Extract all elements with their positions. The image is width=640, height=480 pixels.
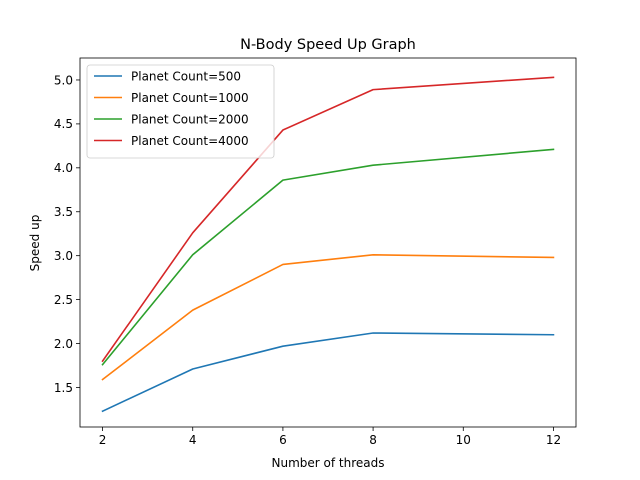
chart-title: N-Body Speed Up Graph: [240, 37, 416, 53]
x-axis-label: Number of threads: [272, 456, 385, 470]
series-line-3: [101, 148, 555, 366]
y-tick-label: 4.5: [54, 117, 73, 131]
x-tick-label: 4: [189, 433, 197, 447]
y-tick-label: 2.0: [54, 337, 73, 351]
x-tick-label: 6: [279, 433, 287, 447]
y-tick-label: 3.5: [54, 205, 73, 219]
x-tick-label: 10: [456, 433, 471, 447]
y-tick-label: 3.0: [54, 249, 73, 263]
y-tick-label: 5.0: [54, 73, 73, 87]
y-tick-label: 1.5: [54, 381, 73, 395]
series-line-2: [101, 254, 555, 381]
plot-area: 2 4 6 8 10 12 1.5 2.0 2.5 3.0 3.5 4.0 4.5 5.0 Planet C…: [54, 57, 577, 447]
legend-label-3: Planet Count=2000: [131, 112, 249, 126]
x-tick-label: 2: [99, 433, 107, 447]
x-tick-label: 8: [369, 433, 377, 447]
legend-label-1: Planet Count=500: [131, 69, 241, 83]
series-line-1: [101, 332, 555, 413]
axes-frame: [79, 57, 577, 428]
series-line-4: [101, 76, 555, 363]
legend-label-2: Planet Count=1000: [131, 91, 249, 105]
y-axis-label: Speed up: [28, 215, 42, 272]
y-tick-label: 2.5: [54, 293, 73, 307]
x-tick-label: 12: [546, 433, 561, 447]
legend-label-4: Planet Count=4000: [131, 134, 249, 148]
y-tick-label: 4.0: [54, 161, 73, 175]
legend-box: [86, 64, 275, 159]
